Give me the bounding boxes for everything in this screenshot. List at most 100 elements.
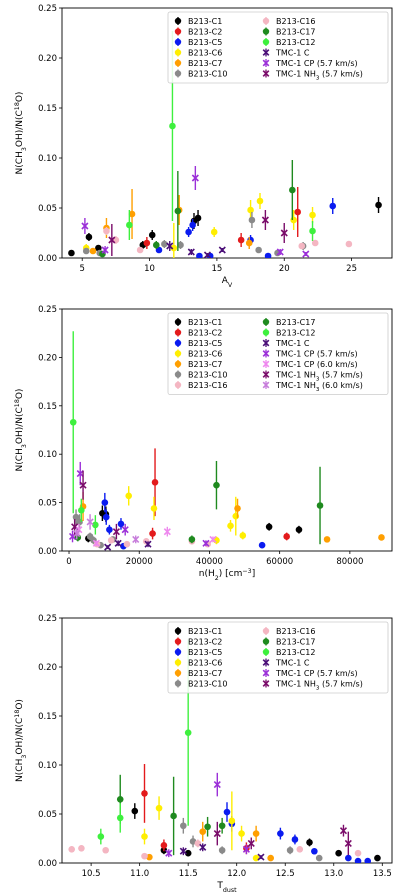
x-tick-label: 13.5 xyxy=(373,869,392,879)
legend-entry: TMC-1 C xyxy=(275,339,310,348)
data-point xyxy=(298,242,306,250)
data-point xyxy=(188,536,196,543)
series-b213-c17 xyxy=(99,160,296,258)
series-b213-c6 xyxy=(82,193,316,258)
series-b213-c6 xyxy=(141,791,260,862)
legend-marker xyxy=(174,381,182,389)
legend-entry: TMC-1 CP (5.7 km/s) xyxy=(275,350,358,359)
data-point xyxy=(170,812,177,820)
data-point xyxy=(378,534,385,541)
x-marker-b xyxy=(202,539,210,547)
data-point xyxy=(155,246,163,254)
data-point xyxy=(264,252,272,258)
legend-marker xyxy=(174,371,182,378)
data-point xyxy=(78,845,85,852)
legend-marker xyxy=(262,627,270,635)
data-point xyxy=(123,540,131,548)
data-point xyxy=(228,817,236,825)
data-point xyxy=(143,239,151,247)
legend-box xyxy=(167,621,389,694)
legend-entry: B213-C2 xyxy=(188,638,222,647)
legend-entry: B213-C1 xyxy=(188,318,222,327)
legend-marker xyxy=(262,329,270,336)
legend-entry: B213-C1 xyxy=(188,627,222,636)
data-point xyxy=(374,854,381,862)
legend-marker xyxy=(174,59,182,67)
plot-frame xyxy=(61,617,393,864)
y-tick-label: 0.25 xyxy=(38,614,57,624)
data-point xyxy=(102,846,109,854)
series-b213-c7 xyxy=(79,491,385,543)
data-point xyxy=(256,197,264,205)
x-marker-b xyxy=(101,246,109,254)
x-marker-b xyxy=(179,847,187,855)
legend-marker xyxy=(262,638,270,645)
legend-entry: TMC-1 NH3 (5.7 km/s) xyxy=(275,371,363,383)
data-point xyxy=(141,833,148,840)
y-tick-label: 0.00 xyxy=(38,859,57,869)
legend-entry: B213-C16 xyxy=(276,17,315,26)
data-point xyxy=(78,507,85,514)
data-point xyxy=(309,211,316,219)
data-point xyxy=(148,231,156,239)
data-point xyxy=(364,857,372,863)
data-point xyxy=(354,849,362,857)
legend-marker xyxy=(174,38,182,46)
y-tick-label: 0.10 xyxy=(38,450,57,460)
data-point xyxy=(68,249,75,257)
series-tmc-1-cp-6-0-km-s- xyxy=(75,523,217,547)
x-marker-b xyxy=(132,535,140,543)
x-tick-label: 10.5 xyxy=(82,869,101,879)
data-point xyxy=(227,522,234,530)
data-point xyxy=(316,502,324,509)
legend-x-marker-b xyxy=(262,381,270,389)
data-point xyxy=(184,849,192,857)
data-point xyxy=(185,228,192,236)
legend-entry: B213-C5 xyxy=(188,648,222,657)
data-point xyxy=(125,492,133,500)
series-b213-c2 xyxy=(149,448,290,541)
series-tmc-1-cp-5-7-km-s- xyxy=(68,461,210,547)
x-marker-b xyxy=(257,853,265,861)
chart-panel-3: 0.00 0.05 0.10 0.15 0.20 0.25 10.5 11.0 11.5 12.0… xyxy=(14,614,393,893)
data-point xyxy=(196,252,203,258)
data-point xyxy=(107,537,115,544)
legend-x-marker-b xyxy=(262,339,270,347)
data-point xyxy=(311,239,319,247)
legend-marker xyxy=(262,648,270,656)
series-tmc-1-cp-5-7-km-s- xyxy=(81,166,310,258)
data-layer xyxy=(68,331,385,551)
data-point xyxy=(85,233,93,241)
data-point xyxy=(174,207,182,215)
series-b213-c7 xyxy=(146,821,274,862)
data-point xyxy=(286,846,294,854)
x-marker-b xyxy=(114,539,122,547)
legend-marker xyxy=(174,49,182,56)
series-b213-c1 xyxy=(68,197,382,257)
data-point xyxy=(245,239,253,247)
data-point xyxy=(72,513,80,521)
y-tick-label: 0.15 xyxy=(38,712,57,722)
data-point xyxy=(152,241,160,249)
data-point xyxy=(248,216,256,224)
legend-entry: B213-C7 xyxy=(188,360,222,369)
x-marker-b xyxy=(92,539,100,547)
x-tick-label: 80000 xyxy=(336,557,363,567)
data-point xyxy=(95,244,102,252)
x-tick-label: 40000 xyxy=(196,557,223,567)
x-marker-b xyxy=(209,535,217,543)
legend-entry: B213-C10 xyxy=(188,70,227,79)
x-marker-b xyxy=(339,827,348,835)
data-point xyxy=(289,186,296,194)
data-point xyxy=(160,842,168,849)
data-point xyxy=(323,536,331,543)
data-point xyxy=(102,513,110,521)
x-marker-b xyxy=(187,248,195,256)
data-point xyxy=(290,216,297,224)
legend-x-marker-b xyxy=(262,70,270,77)
legend-entry: B213-C7 xyxy=(188,669,222,678)
legend-marker xyxy=(262,17,270,25)
legend-marker xyxy=(262,28,270,35)
legend-marker xyxy=(174,318,182,326)
